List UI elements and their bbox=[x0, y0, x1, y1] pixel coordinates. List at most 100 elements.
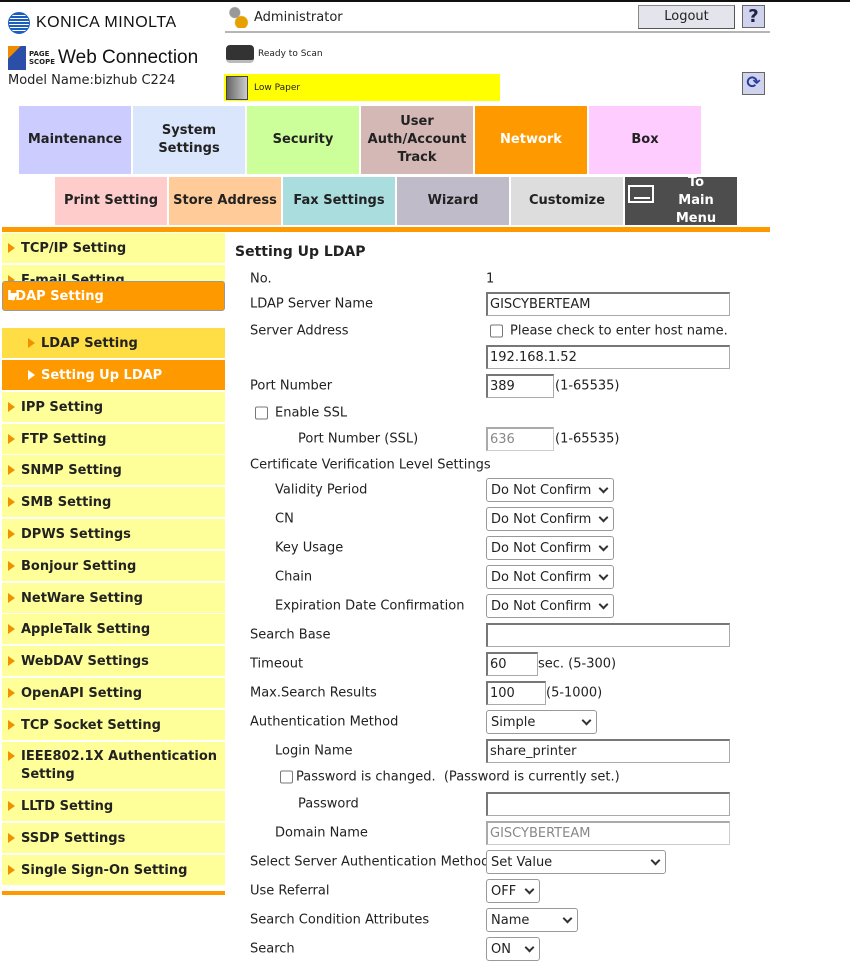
tab-customize[interactable]: Customize bbox=[511, 177, 623, 225]
chevron-down-icon bbox=[598, 570, 609, 580]
sidebar-item-ipp-setting[interactable]: IPP Setting bbox=[2, 392, 225, 422]
product-name: Web Connection bbox=[58, 47, 199, 68]
sidebar-item-ftp-setting[interactable]: FTP Setting bbox=[2, 424, 225, 454]
expiration-select[interactable]: Do Not Confirm bbox=[486, 594, 614, 618]
cn-select[interactable]: Do Not Confirm bbox=[486, 507, 614, 531]
port-range: (1-65535) bbox=[555, 378, 620, 394]
sidebar-item-tcp-ip-setting[interactable]: TCP/IP Setting bbox=[2, 233, 225, 263]
triangle-right-icon bbox=[8, 833, 15, 843]
sidebar-item-ldap-setting[interactable]: LDAP Setting bbox=[2, 281, 225, 311]
port-input[interactable] bbox=[486, 374, 554, 398]
triangle-right-icon bbox=[28, 370, 35, 380]
sidebar-item-label: LDAP Setting bbox=[7, 288, 104, 304]
pagescope-logo: PAGE SCOPE Web Connection bbox=[8, 46, 198, 70]
sidebar-item-tcp-socket-setting[interactable]: TCP Socket Setting bbox=[2, 710, 225, 740]
search-attr-select[interactable]: Name bbox=[486, 908, 578, 932]
sidebar-item-ieee802-1x-authentication-setting[interactable]: IEEE802.1X Authentication Setting bbox=[2, 742, 225, 789]
scanner-icon bbox=[226, 45, 254, 63]
referral-value: OFF bbox=[491, 883, 517, 899]
refresh-icon[interactable]: ⟳ bbox=[742, 72, 765, 95]
triangle-right-icon bbox=[8, 720, 15, 730]
sidebar-item-label: IEEE802.1X Authentication Setting bbox=[21, 748, 218, 782]
tab-to-main-menu[interactable]: To Main Menu bbox=[625, 175, 737, 226]
brand-text: KONICA MINOLTA bbox=[36, 14, 177, 31]
triangle-right-icon bbox=[8, 656, 15, 666]
sidebar-bottom-bar bbox=[2, 891, 225, 895]
triangle-right-icon bbox=[8, 465, 15, 475]
scanner-status-text: Ready to Scan bbox=[258, 49, 323, 59]
search-attr-label: Search Condition Attributes bbox=[250, 912, 430, 928]
model-name: Model Name:bizhub C224 bbox=[8, 73, 176, 88]
password-changed-checkbox[interactable] bbox=[280, 770, 293, 784]
chevron-down-icon bbox=[598, 599, 609, 609]
key-usage-select[interactable]: Do Not Confirm bbox=[486, 536, 614, 560]
sidebar-item-ldap-setting-sub[interactable]: LDAP Setting bbox=[2, 328, 225, 358]
logout-button[interactable]: Logout bbox=[638, 5, 735, 29]
tab-security[interactable]: Security bbox=[247, 106, 359, 174]
sidebar-item-snmp-setting[interactable]: SNMP Setting bbox=[2, 455, 225, 485]
sidebar-item-dpws-settings[interactable]: DPWS Settings bbox=[2, 519, 225, 549]
server-address-input[interactable] bbox=[486, 345, 730, 369]
sidebar-item-label: AppleTalk Setting bbox=[21, 621, 151, 637]
sidebar-item-label: OpenAPI Setting bbox=[21, 685, 143, 701]
chain-select[interactable]: Do Not Confirm bbox=[486, 565, 614, 589]
triangle-right-icon bbox=[8, 688, 15, 698]
tab-system-settings[interactable]: System Settings bbox=[133, 106, 245, 174]
server-name-input[interactable] bbox=[486, 292, 730, 316]
sidebar-item-lltd-setting[interactable]: LLTD Setting bbox=[2, 791, 225, 821]
sidebar-item-label: Setting Up LDAP bbox=[41, 367, 163, 383]
sidebar-item-setting-up-ldap[interactable]: Setting Up LDAP bbox=[2, 360, 225, 390]
globe-icon bbox=[8, 12, 30, 34]
sidebar-item-label: TCP/IP Setting bbox=[21, 240, 127, 256]
sidebar-item-smb-setting[interactable]: SMB Setting bbox=[2, 487, 225, 517]
max-results-input[interactable] bbox=[486, 681, 546, 705]
host-name-checkbox[interactable] bbox=[490, 324, 503, 338]
sidebar-item-bonjour-setting[interactable]: Bonjour Setting bbox=[2, 551, 225, 581]
sidebar-item-label: LDAP Setting bbox=[41, 335, 138, 351]
tab-label: System Settings bbox=[158, 123, 220, 156]
triangle-right-icon bbox=[8, 751, 15, 761]
scanner-status: Ready to Scan bbox=[226, 45, 323, 63]
validity-select[interactable]: Do Not Confirm bbox=[486, 478, 614, 502]
timeout-input[interactable] bbox=[486, 652, 538, 676]
sidebar-item-label: DPWS Settings bbox=[21, 526, 131, 542]
sidebar-item-single-sign-on-setting[interactable]: Single Sign-On Setting bbox=[2, 855, 225, 885]
sidebar-item-label: WebDAV Settings bbox=[21, 653, 149, 669]
tab-box[interactable]: Box bbox=[589, 106, 701, 174]
tab-user-auth-account-track[interactable]: User Auth/Account Track bbox=[361, 106, 473, 174]
tab-print-setting[interactable]: Print Setting bbox=[55, 177, 167, 225]
tab-wizard[interactable]: Wizard bbox=[397, 177, 509, 225]
sidebar-item-appletalk-setting[interactable]: AppleTalk Setting bbox=[2, 614, 225, 644]
search-base-input[interactable] bbox=[486, 623, 730, 647]
timeout-range: sec. (5-300) bbox=[538, 656, 617, 672]
printer-icon bbox=[226, 75, 248, 100]
divider bbox=[225, 31, 770, 33]
sidebar-item-webdav-settings[interactable]: WebDAV Settings bbox=[2, 646, 225, 676]
server-address-label: Server Address bbox=[250, 323, 349, 339]
tab-label: Store Address bbox=[173, 193, 277, 208]
tab-store-address[interactable]: Store Address bbox=[169, 177, 281, 225]
tab-network[interactable]: Network bbox=[475, 106, 587, 174]
max-results-label: Max.Search Results bbox=[250, 685, 377, 701]
tab-label: Customize bbox=[528, 193, 606, 208]
sidebar-item-openapi-setting[interactable]: OpenAPI Setting bbox=[2, 678, 225, 708]
enable-ssl-label: Enable SSL bbox=[275, 405, 348, 421]
search-select[interactable]: ON bbox=[486, 937, 540, 961]
help-icon[interactable]: ? bbox=[742, 5, 765, 28]
password-input[interactable] bbox=[486, 792, 730, 816]
sidebar-item-netware-setting[interactable]: NetWare Setting bbox=[2, 583, 225, 613]
server-auth-select[interactable]: Set Value bbox=[486, 850, 666, 874]
login-input[interactable] bbox=[486, 739, 730, 763]
sidebar-item-ssdp-settings[interactable]: SSDP Settings bbox=[2, 823, 225, 853]
chain-value: Do Not Confirm bbox=[491, 569, 592, 585]
chevron-down-icon bbox=[598, 483, 609, 493]
referral-select[interactable]: OFF bbox=[486, 879, 540, 903]
cn-value: Do Not Confirm bbox=[491, 511, 592, 527]
enable-ssl-checkbox[interactable] bbox=[255, 406, 268, 420]
auth-method-select[interactable]: Simple bbox=[486, 710, 597, 734]
triangle-right-icon bbox=[8, 402, 15, 412]
tab-maintenance[interactable]: Maintenance bbox=[19, 106, 131, 174]
sidebar-item-label: LLTD Setting bbox=[21, 798, 114, 814]
triangle-right-icon bbox=[8, 529, 15, 539]
tab-fax-settings[interactable]: Fax Settings bbox=[283, 177, 395, 225]
